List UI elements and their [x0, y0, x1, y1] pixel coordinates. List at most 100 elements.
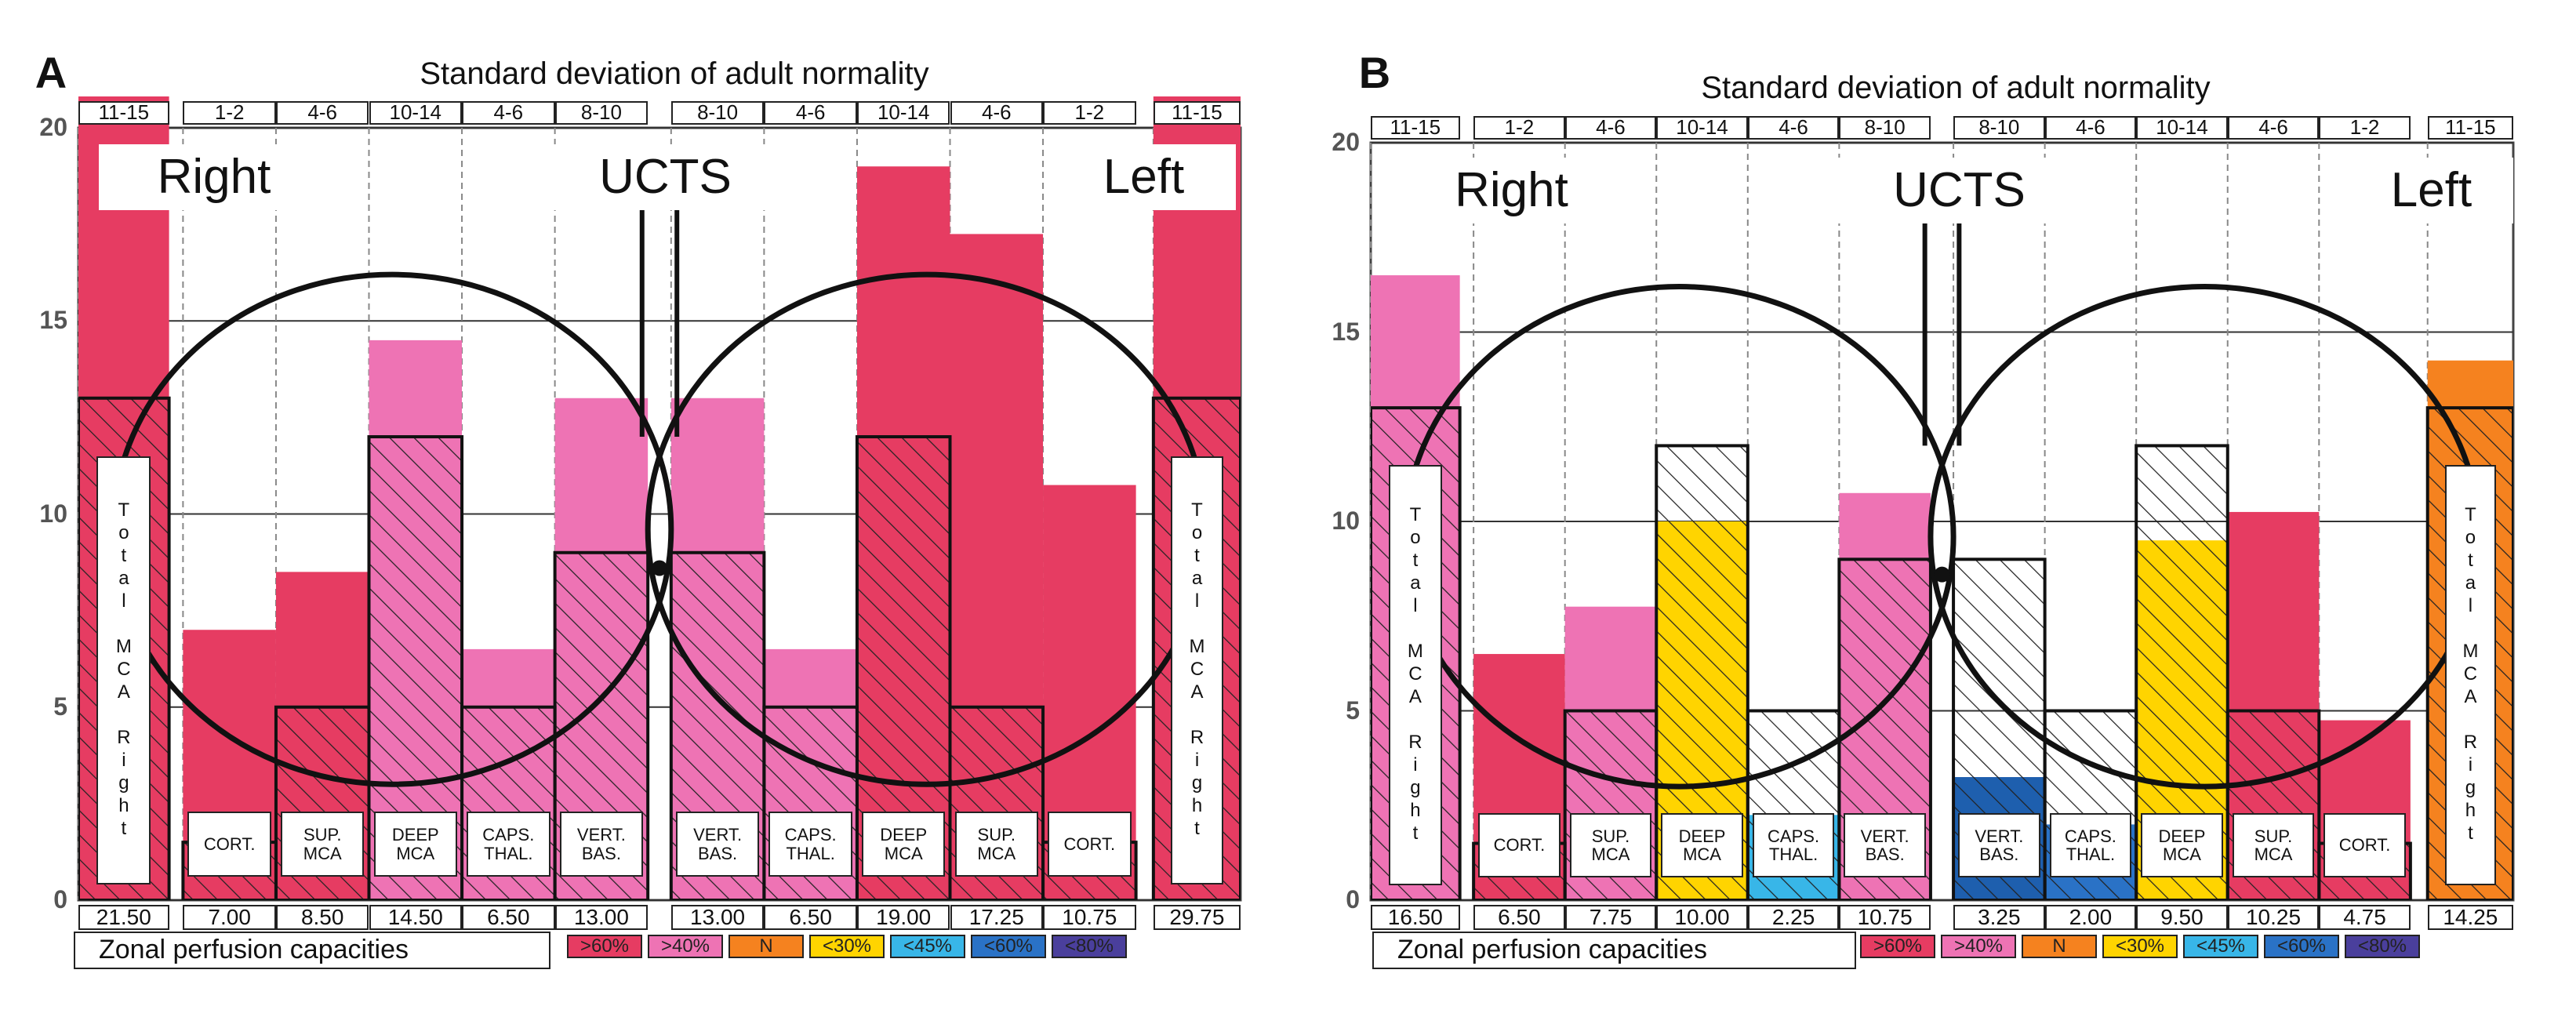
- value-label: 2.00: [2044, 905, 2137, 930]
- y-tick-label: 15: [39, 306, 67, 335]
- category-label: CAPS. THAL.: [768, 811, 852, 877]
- range-label: 4-6: [764, 101, 857, 125]
- y-tick-label: 0: [1346, 885, 1360, 914]
- category-label: SUP. MCA: [280, 811, 365, 877]
- range-label: 8-10: [1839, 116, 1931, 140]
- footer-label: Zonal perfusion capacities: [74, 932, 550, 969]
- region-label: UCTS: [1815, 158, 2103, 223]
- value-label: 6.50: [1473, 905, 1565, 930]
- value-label: 14.25: [2427, 905, 2513, 930]
- y-tick-label: 10: [39, 499, 67, 528]
- legend-item: <45%: [890, 935, 965, 958]
- range-label: 8-10: [670, 101, 765, 125]
- region-label: Right: [99, 144, 329, 210]
- legend-item: N: [728, 935, 804, 958]
- range-label: 4-6: [950, 101, 1044, 125]
- category-label: DEEP MCA: [1661, 812, 1743, 878]
- category-label: DEEP MCA: [373, 811, 458, 877]
- range-label: 10-14: [369, 101, 463, 125]
- value-label: 6.50: [462, 905, 555, 930]
- legend-item: <80%: [2345, 935, 2420, 958]
- value-label: 9.50: [2136, 905, 2228, 930]
- panel-label: A: [35, 47, 67, 97]
- legend-item: <60%: [971, 935, 1046, 958]
- category-label: CORT.: [2323, 812, 2406, 878]
- value-label: 14.50: [369, 905, 463, 930]
- range-label: 4-6: [1747, 116, 1840, 140]
- y-tick-label: 5: [1346, 696, 1360, 725]
- value-label: 10.00: [1656, 905, 1748, 930]
- category-label: CORT.: [187, 811, 271, 877]
- category-label: DEEP MCA: [2141, 812, 2223, 878]
- y-tick-label: 10: [1332, 507, 1360, 536]
- value-label: 16.50: [1371, 905, 1460, 930]
- range-label: 4-6: [2227, 116, 2320, 140]
- range-label: 10-14: [1656, 116, 1748, 140]
- value-label: 17.25: [950, 905, 1044, 930]
- category-label: CAPS. THAL.: [467, 811, 550, 877]
- value-label: 13.00: [670, 905, 765, 930]
- legend-item: <30%: [809, 935, 885, 958]
- range-label: 11-15: [1153, 101, 1241, 125]
- y-tick-label: 0: [53, 885, 67, 914]
- legend-item: >40%: [648, 935, 723, 958]
- range-label: 1-2: [183, 101, 276, 125]
- category-label: DEEP MCA: [861, 811, 946, 877]
- region-label: Left: [2349, 158, 2513, 223]
- category-label: Total MCA Right: [2444, 464, 2497, 885]
- value-label: 4.75: [2319, 905, 2411, 930]
- legend-item: >60%: [1860, 935, 1935, 958]
- brain-stem: [1922, 180, 1962, 446]
- panel-label: B: [1358, 47, 1391, 97]
- category-label: CORT.: [1048, 811, 1132, 877]
- legend-item: <45%: [2183, 935, 2258, 958]
- region-label: Right: [1397, 158, 1626, 223]
- value-label: 10.75: [1839, 905, 1931, 930]
- category-label: Total MCA Right: [1388, 464, 1442, 885]
- legend-item: <80%: [1052, 935, 1127, 958]
- range-label: 4-6: [1564, 116, 1657, 140]
- legend-item: N: [2022, 935, 2097, 958]
- category-label: Total MCA Right: [96, 456, 151, 885]
- y-tick-label: 20: [39, 113, 67, 142]
- category-label: VERT. BAS.: [559, 811, 644, 877]
- category-label: SUP. MCA: [1569, 812, 1652, 878]
- value-label: 29.75: [1153, 905, 1241, 930]
- range-label: 8-10: [1953, 116, 2045, 140]
- category-label: SUP. MCA: [954, 811, 1039, 877]
- range-label: 1-2: [1473, 116, 1565, 140]
- brain-marker: [652, 560, 667, 576]
- value-label: 7.75: [1564, 905, 1657, 930]
- y-tick-label: 15: [1332, 317, 1360, 346]
- category-label: VERT. BAS.: [1958, 812, 2040, 878]
- category-label: VERT. BAS.: [675, 811, 760, 877]
- range-label: 8-10: [554, 101, 649, 125]
- range-label: 1-2: [2319, 116, 2411, 140]
- range-label: 11-15: [1371, 116, 1460, 140]
- legend-item: >40%: [1941, 935, 2016, 958]
- footer-label: Zonal perfusion capacities: [1372, 932, 1856, 969]
- value-label: 6.50: [764, 905, 857, 930]
- y-tick-label: 5: [53, 692, 67, 721]
- category-label: Total MCA Right: [1171, 456, 1223, 885]
- value-label: 13.00: [554, 905, 649, 930]
- category-label: CORT.: [1478, 812, 1560, 878]
- range-label: 10-14: [856, 101, 950, 125]
- value-label: 19.00: [856, 905, 950, 930]
- legend-item: <30%: [2102, 935, 2178, 958]
- range-label: 4-6: [275, 101, 369, 125]
- legend-item: >60%: [567, 935, 642, 958]
- range-label: 10-14: [2136, 116, 2228, 140]
- value-label: 10.25: [2227, 905, 2320, 930]
- region-label: Left: [1052, 144, 1236, 210]
- value-label: 8.50: [275, 905, 369, 930]
- category-label: CAPS. THAL.: [2049, 812, 2132, 878]
- region-label: UCTS: [518, 144, 813, 210]
- value-label: 10.75: [1043, 905, 1136, 930]
- brain-stem: [639, 166, 680, 437]
- legend-item: <60%: [2264, 935, 2339, 958]
- chart-title: Standard deviation of adult normality: [420, 56, 929, 91]
- value-label: 3.25: [1953, 905, 2045, 930]
- brain-marker: [1934, 566, 1950, 583]
